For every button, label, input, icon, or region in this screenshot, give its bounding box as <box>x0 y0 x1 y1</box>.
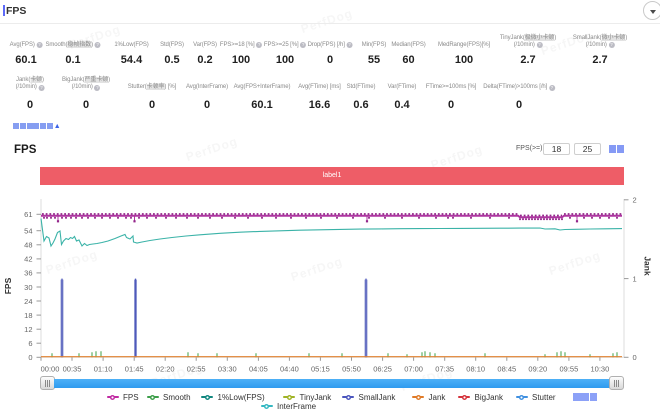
svg-text:36: 36 <box>24 269 32 278</box>
svg-text:10:30: 10:30 <box>591 365 610 374</box>
svg-text:30: 30 <box>24 283 32 292</box>
svg-text:24: 24 <box>24 297 32 306</box>
svg-text:00:35: 00:35 <box>63 365 82 374</box>
svg-text:02:20: 02:20 <box>156 365 175 374</box>
svg-text:01:10: 01:10 <box>94 365 113 374</box>
svg-text:00:00: 00:00 <box>41 365 60 374</box>
svg-text:08:10: 08:10 <box>466 365 485 374</box>
svg-text:0: 0 <box>28 353 32 362</box>
svg-text:08:45: 08:45 <box>497 365 516 374</box>
svg-text:09:55: 09:55 <box>560 365 579 374</box>
svg-text:12: 12 <box>24 325 32 334</box>
svg-text:05:15: 05:15 <box>311 365 330 374</box>
svg-text:02:55: 02:55 <box>187 365 206 374</box>
svg-text:61: 61 <box>24 210 32 219</box>
svg-text:07:35: 07:35 <box>435 365 454 374</box>
svg-text:07:00: 07:00 <box>404 365 423 374</box>
svg-text:48: 48 <box>24 241 32 250</box>
svg-text:04:40: 04:40 <box>280 365 299 374</box>
svg-text:09:20: 09:20 <box>528 365 547 374</box>
svg-text:01:45: 01:45 <box>125 365 144 374</box>
svg-text:03:30: 03:30 <box>218 365 237 374</box>
svg-text:04:05: 04:05 <box>249 365 268 374</box>
svg-text:FPS: FPS <box>3 277 13 294</box>
svg-text:54: 54 <box>24 227 32 236</box>
svg-text:18: 18 <box>24 311 32 320</box>
svg-text:42: 42 <box>24 255 32 264</box>
svg-text:0: 0 <box>633 353 637 362</box>
svg-text:6: 6 <box>28 339 32 348</box>
svg-text:Jank: Jank <box>643 256 653 276</box>
svg-text:1: 1 <box>633 274 637 283</box>
svg-text:05:50: 05:50 <box>342 365 361 374</box>
svg-text:2: 2 <box>633 196 637 205</box>
svg-text:06:25: 06:25 <box>373 365 392 374</box>
